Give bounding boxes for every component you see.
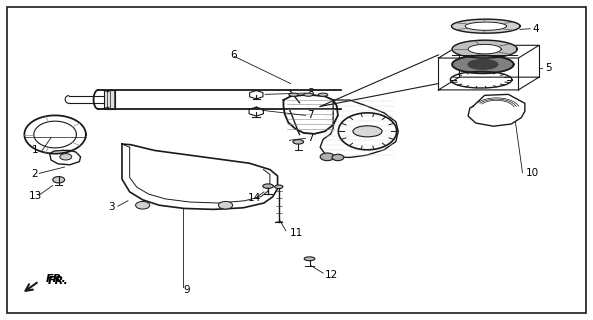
Ellipse shape	[353, 126, 382, 137]
Circle shape	[320, 153, 334, 161]
Ellipse shape	[318, 93, 328, 96]
Circle shape	[53, 177, 65, 183]
Ellipse shape	[304, 93, 313, 96]
Text: 14: 14	[248, 193, 262, 203]
Ellipse shape	[275, 185, 283, 188]
Polygon shape	[452, 55, 514, 73]
Text: 13: 13	[29, 191, 42, 201]
Text: 9: 9	[183, 285, 190, 295]
Text: 3: 3	[109, 202, 115, 212]
Polygon shape	[452, 40, 517, 58]
Ellipse shape	[289, 93, 298, 96]
Circle shape	[218, 201, 232, 209]
Polygon shape	[465, 22, 506, 30]
Circle shape	[60, 154, 72, 160]
Text: 2: 2	[31, 169, 38, 179]
Polygon shape	[468, 60, 498, 69]
Text: 11: 11	[289, 228, 302, 238]
Text: 7: 7	[307, 110, 314, 120]
Polygon shape	[451, 19, 520, 33]
Circle shape	[332, 154, 344, 161]
Text: FR.: FR.	[46, 275, 67, 284]
Text: 12: 12	[325, 270, 338, 280]
Polygon shape	[468, 44, 501, 54]
Text: 5: 5	[545, 63, 551, 73]
Text: 7: 7	[307, 133, 314, 143]
Text: FR.: FR.	[48, 276, 69, 286]
Polygon shape	[468, 60, 498, 69]
Text: 1: 1	[31, 146, 38, 156]
Ellipse shape	[293, 140, 304, 144]
Ellipse shape	[304, 257, 315, 261]
Text: 6: 6	[230, 50, 237, 60]
Bar	[104, 90, 115, 109]
Text: 10: 10	[526, 168, 539, 178]
Ellipse shape	[263, 184, 273, 188]
Text: 4: 4	[532, 24, 538, 34]
Text: 8: 8	[307, 88, 314, 98]
Circle shape	[136, 201, 150, 209]
